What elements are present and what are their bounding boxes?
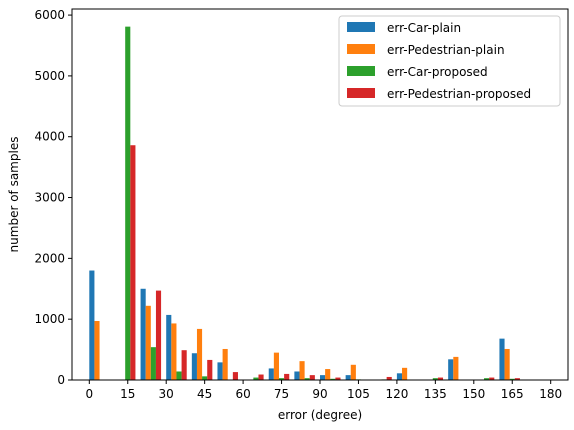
x-tick-label: 30 xyxy=(159,387,174,401)
bar-s3-b4 xyxy=(207,359,213,380)
bar-s3-b11 xyxy=(386,376,392,380)
legend-label-car-proposed: err-Car-proposed xyxy=(387,65,488,79)
legend-label-car-plain: err-Car-plain xyxy=(387,21,461,35)
bar-s2-b16 xyxy=(509,378,515,380)
bar-s0-b16 xyxy=(499,338,505,380)
bar-s2-b8 xyxy=(304,378,310,380)
x-tick-label: 120 xyxy=(385,387,408,401)
legend-swatch-pedestrian-plain xyxy=(347,44,375,54)
bar-s1-b14 xyxy=(453,356,459,380)
bar-s3-b2 xyxy=(155,290,162,380)
x-axis: 0 15 30 45 60 75 90 105 120 135 150 165 180 xyxy=(85,380,562,401)
x-tick-label: 165 xyxy=(501,387,524,401)
bar-s1-b7 xyxy=(273,352,279,380)
bar-s3-b3 xyxy=(181,350,187,380)
bar-s0-b0 xyxy=(89,270,95,380)
bar-s0-b8 xyxy=(294,371,300,380)
bars-layer xyxy=(89,26,520,381)
y-tick-label: 0 xyxy=(57,373,65,387)
y-tick-label: 4000 xyxy=(34,130,65,144)
bar-s2-b15 xyxy=(484,378,490,380)
bar-s3-b7 xyxy=(284,373,290,380)
bar-s1-b5 xyxy=(222,348,228,380)
bar-s1-b4 xyxy=(196,328,203,380)
x-tick-label: 75 xyxy=(274,387,289,401)
bar-s2-b2 xyxy=(150,347,156,380)
legend-swatch-pedestrian-proposed xyxy=(347,88,375,98)
legend-swatch-car-proposed xyxy=(347,66,375,76)
y-axis-label: number of samples xyxy=(7,137,21,253)
bar-s3-b6 xyxy=(258,374,264,380)
bar-s1-b3 xyxy=(171,323,177,380)
bar-s2-b4 xyxy=(202,376,208,380)
y-tick-label: 6000 xyxy=(34,8,65,22)
bar-s1-b8 xyxy=(299,361,305,380)
y-tick-label: 3000 xyxy=(34,191,65,205)
bar-s0-b14 xyxy=(448,359,454,380)
bar-s3-b9 xyxy=(335,377,341,380)
x-axis-label: error (degree) xyxy=(278,408,362,422)
bar-s2-b7 xyxy=(278,378,285,380)
bar-s2-b1 xyxy=(125,26,131,381)
x-tick-label: 90 xyxy=(312,387,327,401)
y-axis: 0 1000 2000 3000 4000 5000 6000 xyxy=(34,8,72,387)
x-tick-label: 45 xyxy=(197,387,212,401)
x-tick-label: 180 xyxy=(539,387,562,401)
x-tick-label: 150 xyxy=(462,387,485,401)
bar-s2-b6 xyxy=(253,377,259,380)
y-tick-label: 1000 xyxy=(34,312,65,326)
legend-label-pedestrian-plain: err-Pedestrian-plain xyxy=(387,43,505,57)
bar-s1-b0 xyxy=(94,321,100,380)
bar-s0-b4 xyxy=(191,353,197,380)
x-tick-label: 15 xyxy=(120,387,135,401)
bar-s3-b8 xyxy=(309,375,315,380)
y-tick-label: 5000 xyxy=(34,69,65,83)
bar-s1-b9 xyxy=(325,369,331,380)
bar-s2-b9 xyxy=(330,378,336,380)
x-tick-label: 105 xyxy=(347,387,370,401)
legend-label-pedestrian-proposed: err-Pedestrian-proposed xyxy=(387,87,531,101)
bar-s3-b13 xyxy=(437,377,444,380)
bar-s0-b10 xyxy=(345,375,351,380)
x-tick-label: 135 xyxy=(424,387,447,401)
bar-s2-b3 xyxy=(176,371,182,380)
bar-s3-b16 xyxy=(514,378,520,380)
bar-s1-b16 xyxy=(504,348,510,380)
bar-s1-b10 xyxy=(350,364,356,380)
bar-s0-b12 xyxy=(396,373,403,380)
y-tick-label: 2000 xyxy=(34,251,65,265)
x-tick-label: 60 xyxy=(235,387,250,401)
bar-s3-b5 xyxy=(232,372,238,380)
bar-s0-b7 xyxy=(268,368,274,380)
bar-s1-b2 xyxy=(145,305,151,380)
bar-s3-b1 xyxy=(130,145,136,380)
bar-s0-b5 xyxy=(217,362,223,380)
bar-s0-b3 xyxy=(166,314,172,380)
bar-s2-b13 xyxy=(432,378,438,380)
bar-s3-b15 xyxy=(489,377,495,380)
legend: err-Car-plain err-Pedestrian-plain err-C… xyxy=(338,15,561,107)
bar-s0-b2 xyxy=(140,288,146,380)
bar-s0-b9 xyxy=(320,375,326,380)
x-tick-label: 0 xyxy=(85,387,93,401)
legend-frame xyxy=(338,15,561,107)
legend-swatch-car-plain xyxy=(347,22,375,32)
bar-s1-b12 xyxy=(402,367,408,380)
